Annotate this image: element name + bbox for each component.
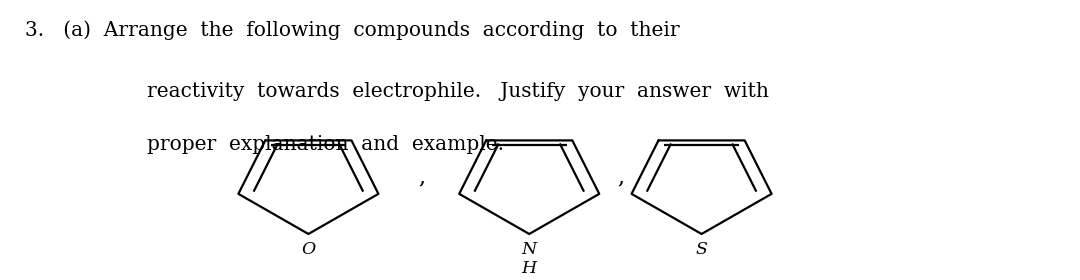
Text: H: H [522,260,537,277]
Text: ,: , [618,167,624,189]
Text: 3.   (a)  Arrange  the  following  compounds  according  to  their: 3. (a) Arrange the following compounds a… [25,20,679,40]
Text: ,: , [418,167,426,189]
Text: reactivity  towards  electrophile.   Justify  your  answer  with: reactivity towards electrophile. Justify… [147,81,769,101]
Text: N: N [522,241,537,258]
Text: proper  explanation  and  example.: proper explanation and example. [147,135,503,154]
Text: S: S [696,241,707,258]
Text: O: O [301,241,315,258]
